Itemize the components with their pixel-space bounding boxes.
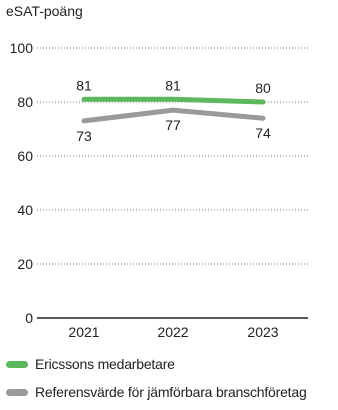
series-line-reference [81,107,266,124]
data-label: 81 [76,77,92,93]
y-tick-label: 0 [25,310,33,326]
y-tick-label: 60 [17,148,33,164]
data-label: 73 [76,128,92,144]
series-line-ericsson [81,96,266,105]
x-tick-label: 2022 [157,324,188,340]
x-tick-label: 2021 [68,324,99,340]
legend-item-reference: Referensvärde för jämförbara branschföre… [6,382,338,402]
y-axis-title: eSAT-poäng [6,3,83,19]
legend-label-reference: Referensvärde för jämförbara branschföre… [35,384,307,400]
data-label: 74 [255,125,271,141]
legend-label-ericsson: Ericssons medarbetare [35,356,175,372]
legend-swatch-ericsson [6,360,28,368]
y-tick-label: 80 [17,94,33,110]
y-tick-label: 40 [17,202,33,218]
data-label: 77 [165,117,181,133]
x-tick-label: 2023 [247,324,278,340]
legend-item-ericsson: Ericssons medarbetare [6,354,338,374]
chart-legend: Ericssons medarbetare Referensvärde för … [6,354,338,410]
y-tick-label: 20 [17,256,33,272]
legend-swatch-reference [6,388,28,396]
y-tick-label: 100 [10,40,34,56]
data-label: 81 [165,77,181,93]
data-label: 80 [255,80,271,96]
